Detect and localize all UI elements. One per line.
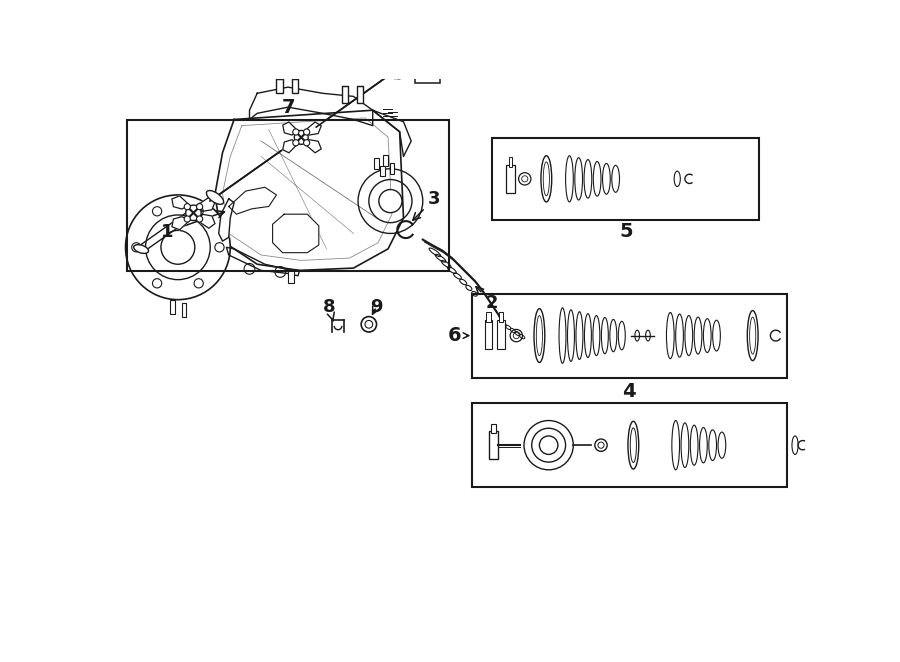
Bar xyxy=(170,300,175,314)
Circle shape xyxy=(125,195,230,300)
Circle shape xyxy=(292,140,299,146)
Circle shape xyxy=(292,129,299,135)
Polygon shape xyxy=(388,45,405,59)
Text: 8: 8 xyxy=(322,298,335,321)
Polygon shape xyxy=(273,214,319,253)
Bar xyxy=(497,320,505,350)
Circle shape xyxy=(412,65,418,71)
Bar xyxy=(472,403,787,487)
Bar xyxy=(492,138,760,220)
Circle shape xyxy=(379,189,402,213)
Ellipse shape xyxy=(385,65,402,79)
Bar xyxy=(374,158,379,169)
Ellipse shape xyxy=(674,171,680,187)
Ellipse shape xyxy=(401,54,417,70)
Bar xyxy=(489,432,498,459)
Text: 3: 3 xyxy=(413,190,441,220)
Bar xyxy=(499,312,503,322)
Ellipse shape xyxy=(792,436,798,454)
Bar xyxy=(342,85,348,103)
Circle shape xyxy=(400,65,406,71)
Circle shape xyxy=(539,436,558,454)
Bar xyxy=(390,164,394,174)
Bar xyxy=(288,270,294,283)
Ellipse shape xyxy=(206,191,223,205)
Polygon shape xyxy=(388,65,405,79)
Text: 6: 6 xyxy=(448,326,462,345)
Ellipse shape xyxy=(294,130,308,144)
Bar xyxy=(507,165,515,193)
Bar xyxy=(127,120,449,271)
Polygon shape xyxy=(229,187,276,214)
Bar xyxy=(472,293,787,377)
Polygon shape xyxy=(305,140,321,153)
Polygon shape xyxy=(249,87,373,126)
Polygon shape xyxy=(197,214,215,228)
Polygon shape xyxy=(172,196,190,209)
Text: 4: 4 xyxy=(623,382,636,401)
Polygon shape xyxy=(283,122,297,135)
Bar xyxy=(292,79,298,93)
Circle shape xyxy=(196,204,202,210)
Text: 1: 1 xyxy=(161,211,224,241)
Ellipse shape xyxy=(185,205,201,220)
Text: 2: 2 xyxy=(476,287,499,312)
Circle shape xyxy=(184,216,191,222)
Polygon shape xyxy=(197,197,215,211)
Bar xyxy=(383,155,388,166)
Bar xyxy=(276,79,283,93)
Polygon shape xyxy=(373,111,411,156)
Bar xyxy=(485,320,492,350)
Polygon shape xyxy=(305,122,321,135)
Bar xyxy=(415,40,440,83)
Text: 9: 9 xyxy=(370,298,382,316)
Polygon shape xyxy=(283,140,297,153)
Polygon shape xyxy=(219,199,234,241)
Text: 7: 7 xyxy=(282,99,295,117)
Text: 5: 5 xyxy=(619,222,633,241)
Ellipse shape xyxy=(541,156,552,202)
Polygon shape xyxy=(172,216,190,230)
Circle shape xyxy=(400,53,406,59)
Circle shape xyxy=(303,140,310,146)
Bar xyxy=(182,303,186,316)
Ellipse shape xyxy=(628,421,639,469)
Circle shape xyxy=(303,129,310,135)
Bar xyxy=(381,166,385,177)
Circle shape xyxy=(196,216,202,222)
Polygon shape xyxy=(227,248,300,276)
Bar xyxy=(357,85,364,103)
Circle shape xyxy=(184,204,191,210)
Ellipse shape xyxy=(134,245,148,254)
Bar xyxy=(491,424,496,433)
Bar xyxy=(508,158,512,167)
Circle shape xyxy=(412,53,418,59)
Bar xyxy=(486,312,491,322)
Ellipse shape xyxy=(534,308,544,363)
Polygon shape xyxy=(215,111,403,270)
Ellipse shape xyxy=(747,310,758,361)
